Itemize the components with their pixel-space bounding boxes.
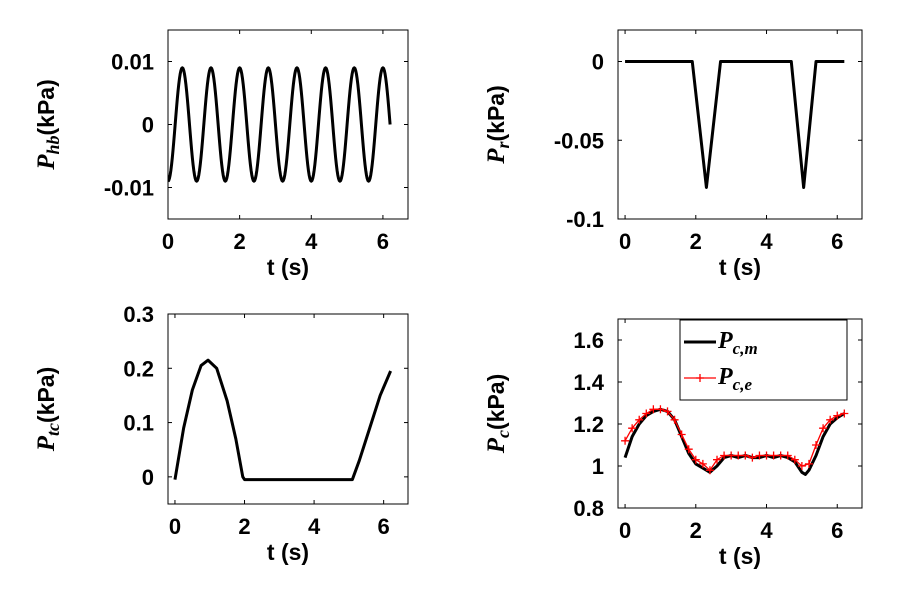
x-tick-label: 2 [234, 229, 246, 254]
chart-c: 0 2 4 60.811.21.41.6t (s)Pc(kPa)Pc,mPc,e [483, 319, 862, 569]
x-tick-label: 4 [760, 229, 773, 254]
y-axis-label: Ptc(kPa) [33, 367, 63, 453]
x-tick-label: 4 [760, 518, 773, 543]
x-tick-label: 0 [619, 229, 631, 254]
x-tick-label: 2 [238, 514, 250, 539]
data-point-marker [748, 454, 756, 462]
y-axis-label: Pr(kPa) [483, 85, 513, 165]
x-tick-label: 2 [690, 518, 702, 543]
x-tick-label: 4 [308, 514, 321, 539]
data-point-marker [777, 452, 785, 460]
y-label-symbol: P [483, 148, 510, 165]
y-tick-label: -0.01 [104, 176, 154, 201]
legend-subscript: c,m [733, 339, 758, 358]
y-tick-label: 0.2 [123, 356, 154, 381]
series-line-p-c-m [625, 409, 844, 474]
x-tick-label: 6 [378, 514, 390, 539]
data-point-marker [763, 452, 771, 460]
legend-symbol: P [717, 364, 733, 390]
series-line-p-c-e [625, 409, 844, 470]
y-label-subscript: c [493, 430, 513, 438]
chart-r: 0 2 4 6 -0.1 -0.05 0 t (s) Pr(kPa) [483, 30, 862, 280]
x-axis-label: t (s) [267, 254, 309, 280]
data-point-marker [656, 405, 664, 413]
plot-area [175, 360, 391, 479]
y-label-subscript: tc [43, 423, 63, 436]
y-label-unit: (kPa) [33, 367, 59, 423]
y-tick-label: 0 [592, 50, 604, 75]
y-label-symbol: P [33, 435, 60, 452]
y-label-symbol: P [33, 154, 60, 171]
y-tick-label: 0.01 [111, 50, 154, 75]
series-line-p-hb [168, 68, 390, 181]
legend-symbol: P [717, 328, 733, 354]
x-axis-label: t (s) [267, 539, 309, 565]
y-tick-label: 1.6 [573, 328, 604, 353]
x-tick-label: 0 [162, 229, 174, 254]
legend-subscript: c,e [733, 375, 753, 394]
data-point-marker [621, 437, 629, 445]
x-axis-label: t (s) [719, 543, 761, 569]
x-tick-label: 0 [169, 514, 181, 539]
data-point-marker [727, 452, 735, 460]
y-tick-label: 1.2 [573, 412, 604, 437]
y-tick-label: 0 [142, 113, 154, 138]
x-tick-label: 6 [377, 229, 389, 254]
data-point-marker [741, 452, 749, 460]
data-point-marker [692, 456, 700, 464]
y-label-symbol: P [483, 437, 510, 454]
y-tick-label: 0.1 [123, 411, 154, 436]
y-tick-label: 0 [142, 465, 154, 490]
y-label-unit: (kPa) [483, 85, 509, 141]
plot-area [168, 68, 390, 181]
y-tick-label: 0.3 [123, 302, 154, 327]
plot-area [625, 62, 844, 188]
axes-box [618, 30, 862, 219]
y-label-unit: (kPa) [33, 79, 59, 135]
x-tick-label: 4 [305, 229, 318, 254]
y-label-unit: (kPa) [483, 374, 509, 430]
x-axis-label: t (s) [719, 254, 761, 280]
y-tick-label: -0.05 [554, 128, 604, 153]
y-tick-label: 0.8 [573, 496, 604, 521]
y-axis-label: Pc(kPa) [483, 374, 513, 455]
series-line-p-r [625, 62, 844, 188]
y-tick-label: -0.1 [566, 207, 604, 232]
axes-box [168, 314, 408, 504]
chart-tc: 0 2 4 6 0 0.1 0.2 0.3 t (s) Ptc(kPa) [33, 302, 408, 565]
y-label-subscript: hb [43, 135, 63, 154]
x-tick-label: 2 [690, 229, 702, 254]
series-line-p-tc [175, 360, 391, 479]
y-axis-label: Phb(kPa) [33, 79, 63, 171]
x-tick-label: 6 [831, 518, 843, 543]
y-tick-label: 1 [592, 454, 604, 479]
x-tick-label: 6 [831, 229, 843, 254]
plot-area [621, 405, 848, 474]
legend: Pc,mPc,e [680, 320, 847, 400]
legend-box [680, 320, 847, 400]
chart-hb: 0 2 4 6 -0.01 0 0.01 t (s) Phb(kPa) [33, 30, 408, 280]
x-tick-label: 0 [619, 518, 631, 543]
y-tick-label: 1.4 [573, 370, 604, 395]
